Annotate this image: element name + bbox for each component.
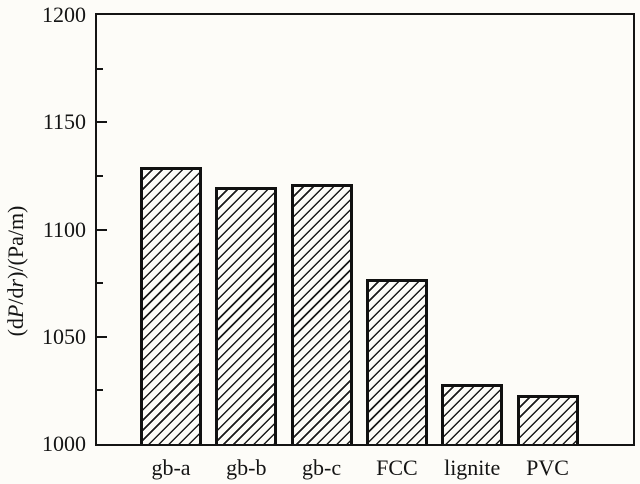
x-tick-label-PVC: PVC bbox=[526, 455, 569, 480]
x-tick-label-lignite: lignite bbox=[444, 455, 501, 480]
y-minor-tick-1125 bbox=[97, 174, 103, 177]
y-tick-label-1100: 1100 bbox=[42, 216, 86, 242]
bar-FCC bbox=[365, 278, 428, 444]
y-major-tick-1150 bbox=[97, 121, 107, 124]
y-minor-tick-1175 bbox=[97, 67, 103, 70]
plot-area bbox=[97, 15, 633, 444]
x-tick-label-gb-b: gb-b bbox=[226, 455, 267, 480]
y-tick-label-1000: 1000 bbox=[42, 431, 86, 456]
y-tick-label-1050: 1050 bbox=[42, 323, 86, 349]
bar-gb-c bbox=[290, 184, 353, 444]
y-axis-title-part-italic-P: P bbox=[3, 304, 28, 319]
bar-gb-b bbox=[215, 186, 278, 444]
x-tick-label-FCC: FCC bbox=[376, 455, 418, 480]
bar-lignite bbox=[441, 383, 504, 444]
bar-PVC bbox=[516, 394, 579, 444]
x-tick-label-gb-a: gb-a bbox=[151, 455, 191, 480]
y-minor-tick-1075 bbox=[97, 282, 103, 285]
plot-frame bbox=[95, 13, 635, 446]
y-axis-title-part: /d bbox=[3, 287, 28, 305]
y-tick-label-1200: 1200 bbox=[42, 2, 86, 27]
y-axis-title-part-italic-r: r bbox=[3, 278, 28, 288]
x-tick-label-gb-c: gb-c bbox=[302, 455, 342, 480]
y-major-tick-1100 bbox=[97, 228, 107, 231]
y-tick-label-1150: 1150 bbox=[42, 109, 86, 135]
y-major-tick-1050 bbox=[97, 335, 107, 338]
y-minor-tick-1025 bbox=[97, 389, 103, 392]
bar-gb-a bbox=[140, 167, 202, 444]
